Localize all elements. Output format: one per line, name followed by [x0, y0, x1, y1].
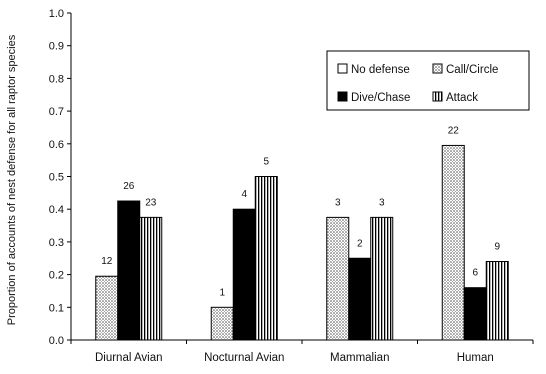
- legend-label-dive-chase: Dive/Chase: [351, 92, 410, 104]
- legend-label-call-circle: Call/Circle: [446, 64, 498, 76]
- bar-dive-chase: [117, 200, 141, 341]
- legend-swatch-call-circle: [432, 63, 443, 74]
- y-tick-label: 0.4: [49, 204, 64, 216]
- bar-attack: [254, 176, 278, 341]
- bar-call-circle: [441, 144, 465, 341]
- bar-dive-chase: [348, 257, 372, 341]
- legend-item-attack: Attack: [432, 91, 478, 104]
- legend-label-attack: Attack: [446, 92, 478, 104]
- bar-data-label: 9: [494, 242, 500, 253]
- legend-item-dive-chase: Dive/Chase: [337, 91, 410, 104]
- y-tick-label: 0.2: [49, 270, 64, 282]
- legend-item-no-defense: No defense: [337, 63, 410, 76]
- y-tick-label: 0.5: [49, 172, 64, 184]
- legend-label-no-defense: No defense: [351, 64, 410, 76]
- legend-swatch-dive-chase: [337, 91, 348, 102]
- legend-swatch-attack: [432, 91, 443, 102]
- bar-data-label: 5: [263, 157, 269, 168]
- bar-data-label: 2: [357, 238, 363, 249]
- legend: No defense Call/Circle Dive/Chase Attack: [326, 50, 530, 111]
- bar-call-circle: [95, 275, 119, 341]
- x-axis-ticks: [70, 340, 534, 344]
- bar-data-label: 3: [379, 197, 385, 208]
- bar-data-label: 26: [123, 181, 135, 192]
- y-tick-label: 1.0: [49, 8, 64, 20]
- y-tick-label: 0.3: [49, 237, 64, 249]
- category-label: Diurnal Avian: [95, 352, 163, 364]
- legend-item-call-circle: Call/Circle: [432, 63, 498, 76]
- bar-dive-chase: [463, 287, 487, 341]
- bar-attack: [485, 261, 509, 341]
- y-tick-label: 0.1: [49, 302, 64, 314]
- y-tick-label: 0.0: [49, 335, 64, 347]
- bar-data-label: 3: [335, 197, 341, 208]
- bar-data-label: 12: [101, 256, 113, 267]
- y-tick-label: 0.9: [49, 41, 64, 53]
- bar-attack: [370, 216, 394, 341]
- category-label: Human: [457, 352, 494, 364]
- legend-swatch-no-defense: [337, 63, 348, 74]
- y-tick-label: 0.6: [49, 139, 64, 151]
- legend-box: [326, 50, 530, 111]
- y-tick-label: 0.7: [49, 106, 64, 118]
- y-tick-label: 0.8: [49, 73, 64, 85]
- y-axis-label: Proportion of accounts of nest defense f…: [6, 34, 18, 325]
- bar-call-circle: [210, 306, 234, 341]
- bars: [95, 144, 509, 341]
- bar-attack: [139, 216, 163, 341]
- bar-data-label: 23: [145, 197, 157, 208]
- category-labels: Diurnal Avian Nocturnal Avian Mammalian Hum…: [95, 352, 494, 364]
- bar-data-label: 22: [448, 125, 460, 136]
- bar-call-circle: [326, 216, 350, 341]
- category-label: Nocturnal Avian: [204, 352, 284, 364]
- bar-dive-chase: [232, 208, 256, 341]
- bar-data-label: 4: [241, 189, 247, 200]
- bar-data-label: 6: [472, 268, 478, 279]
- y-axis-ticks: 0.0 0.1 0.2 0.3 0.4 0.5 0.6 0.7 0.8 0.9 1.0: [49, 8, 71, 347]
- bar-data-label: 1: [219, 287, 225, 298]
- category-label: Mammalian: [330, 352, 389, 364]
